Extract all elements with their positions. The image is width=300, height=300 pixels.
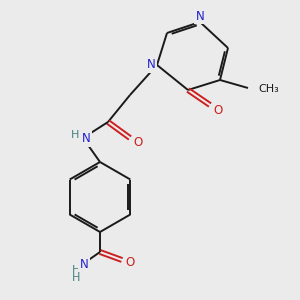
Text: N: N [80, 257, 88, 271]
Text: O: O [134, 136, 142, 148]
Text: N: N [82, 133, 90, 146]
Text: O: O [125, 256, 135, 269]
Text: H: H [71, 130, 79, 140]
Text: H: H [72, 273, 80, 283]
Text: CH₃: CH₃ [258, 84, 279, 94]
Text: N: N [196, 10, 204, 22]
Text: N: N [147, 58, 155, 71]
Text: H: H [72, 265, 80, 275]
Text: O: O [213, 103, 223, 116]
